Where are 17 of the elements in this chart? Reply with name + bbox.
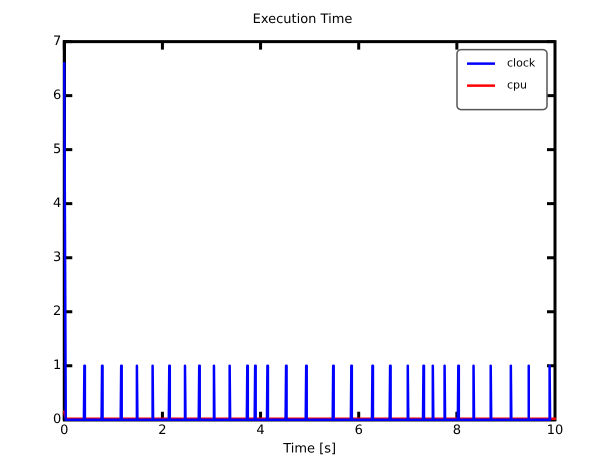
y-tick-label: 2	[52, 304, 62, 320]
x-tick-label: 6	[354, 422, 363, 438]
legend-label: cpu	[507, 78, 528, 92]
x-axis-title: Time [s]	[282, 442, 336, 457]
legend-label: clock	[507, 56, 536, 70]
x-tick-label: 4	[256, 422, 265, 438]
x-tick-label: 2	[158, 422, 167, 438]
y-tick-label: 0	[52, 412, 62, 428]
y-tick-label: 1	[52, 358, 62, 374]
y-tick-label: 6	[52, 88, 62, 104]
x-tick-label: 8	[452, 422, 461, 438]
y-tick-label: 7	[52, 34, 62, 49]
y-tick-label: 4	[52, 196, 62, 212]
x-tick-label: 10	[546, 422, 564, 438]
y-tick-label: 3	[52, 250, 62, 266]
chart-title: Execution Time	[252, 12, 352, 28]
y-tick-label: 5	[52, 142, 62, 158]
